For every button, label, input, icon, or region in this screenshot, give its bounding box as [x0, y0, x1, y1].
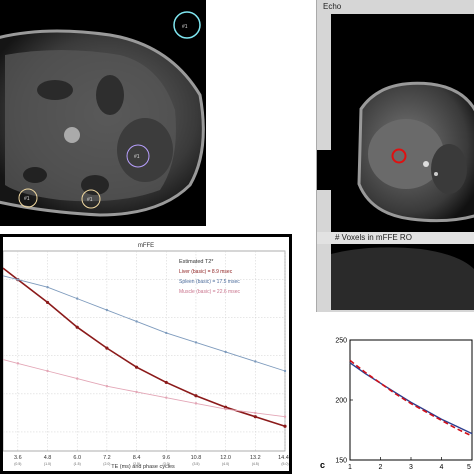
plot-area: [3, 250, 286, 452]
x-tick-sublabel: (0.5): [14, 462, 21, 466]
data-point-1: [283, 369, 287, 373]
data-point-1: [165, 331, 168, 335]
x-tick-sublabel: (2.5): [133, 462, 140, 466]
roi-label: #1: [24, 196, 30, 202]
x-tick-sublabel: (2.0): [103, 462, 110, 466]
data-point-1: [16, 278, 20, 281]
x-tick-label: 4.8: [44, 455, 52, 461]
data-point-2: [194, 402, 198, 405]
voxel-series-1: [349, 359, 473, 437]
roi-label: #1: [87, 197, 93, 203]
y-tick-label: 250: [335, 338, 347, 345]
roi-label: #1: [134, 154, 140, 160]
voxel-plot-frame: [349, 339, 473, 461]
legend-entry-liver: Liver (basic) = 8.9 msec: [179, 269, 233, 275]
x-tick-label: 9.6: [162, 455, 170, 461]
x-tick-label: 10.8: [191, 455, 202, 461]
roi-circle-muscle-left: [18, 188, 38, 208]
data-point-2: [224, 407, 227, 411]
data-point-0: [105, 346, 109, 350]
t2-decay-chart: mFFE 3.6 (0.5) 4.8 (1.0) 6.0 (1.5) 7.2 (2.0) 8.4…: [0, 234, 292, 474]
echo-window: Echo # Voxels in mFFE RO: [316, 0, 474, 312]
data-point-0: [253, 415, 257, 419]
x-tick-label: 1: [348, 464, 352, 471]
data-point-1: [194, 341, 198, 344]
x-tick-label: 6.0: [73, 455, 81, 461]
x-tick-label: 12.0: [220, 455, 231, 461]
echo-side-image: [317, 150, 331, 190]
y-tick-label: 150: [335, 458, 347, 465]
x-tick-label: 2: [379, 464, 383, 471]
panel-label-c: c: [320, 460, 325, 470]
data-point-1: [46, 285, 49, 289]
x-axis-label: TE (ms) and phase cycles: [111, 464, 175, 470]
data-point-0: [283, 424, 287, 428]
data-point-2: [76, 377, 79, 380]
roi-label: #1: [182, 24, 188, 30]
data-point-1: [254, 360, 257, 363]
data-point-0: [75, 325, 79, 329]
data-point-1: [135, 320, 138, 323]
x-tick-label: 5: [467, 464, 471, 471]
x-tick-label: 8.4: [133, 455, 141, 461]
data-point-2: [283, 415, 287, 418]
legend-title: Estimated T2*: [179, 259, 214, 265]
roi-circle-background: [173, 11, 201, 39]
x-tick-label: 7.2: [103, 455, 111, 461]
echo-window-title: Echo: [323, 2, 342, 11]
legend-entry-muscle: Muscle (basic) = 22.6 msec: [179, 289, 240, 295]
x-tick-sublabel: (4.0): [222, 462, 229, 466]
x-tick-sublabel: (1.0): [44, 462, 51, 466]
echo-lower-image: [331, 244, 474, 310]
x-tick-label: 14.40: [278, 455, 289, 461]
data-point-2: [165, 396, 168, 399]
x-tick-sublabel: (5.0): [281, 462, 288, 466]
data-point-0: [45, 300, 50, 305]
data-point-2: [46, 369, 49, 373]
legend: Estimated T2* Liver (basic) = 8.9 msec S…: [179, 259, 240, 295]
x-tick-label: 3.6: [14, 455, 22, 461]
voxel-decay-plot: 150 200 250 1 2 3 4 5 c: [316, 316, 474, 474]
roi-circle-muscle-right: [81, 189, 101, 209]
data-point-0: [164, 380, 168, 385]
data-point-0: [224, 405, 228, 409]
x-tick-label: 3: [409, 464, 413, 471]
echo-mri-image: [331, 14, 474, 232]
mri-axial-image: #1 #1 #1 #1: [0, 0, 206, 226]
x-tick-sublabel: (3.0): [163, 462, 170, 466]
data-point-0: [194, 394, 198, 398]
data-point-0: [134, 365, 139, 369]
chart-title: mFFE: [138, 243, 154, 249]
legend-entry-spleen: Spleen (basic) = 17.5 msec: [179, 279, 240, 285]
x-tick-sublabel: (3.5): [192, 462, 199, 466]
data-point-2: [135, 390, 138, 394]
data-point-2: [105, 385, 109, 388]
data-point-1: [105, 308, 109, 312]
data-point-1: [76, 297, 79, 300]
x-tick-label: 4: [440, 464, 444, 471]
roi-circle-spleen: [126, 144, 150, 168]
data-point-1: [224, 350, 227, 354]
x-tick-sublabel: (1.5): [74, 462, 81, 466]
x-tick-label: 13.2: [250, 455, 261, 461]
roi-circle-liver: [391, 148, 407, 164]
voxel-plot-title: # Voxels in mFFE RO: [317, 232, 474, 244]
x-tick-sublabel: (4.5): [252, 462, 259, 466]
data-point-2: [254, 411, 257, 415]
data-point-2: [16, 362, 20, 365]
y-tick-label: 200: [335, 398, 347, 405]
